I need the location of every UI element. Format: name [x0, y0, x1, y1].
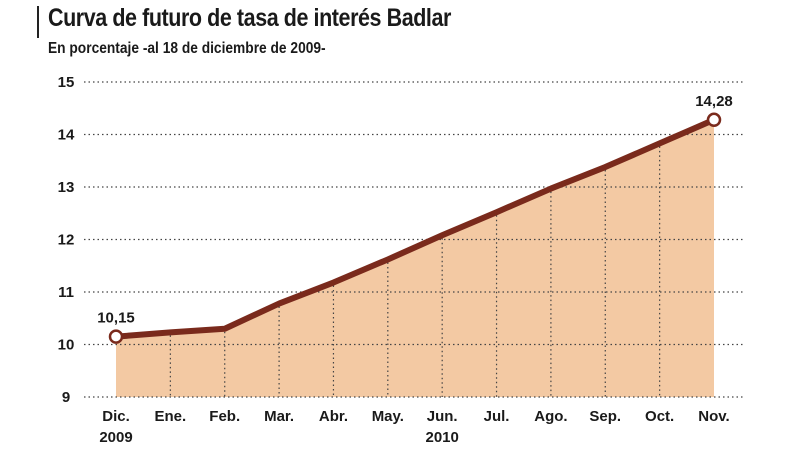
series-line — [113, 116, 717, 340]
x-tick-label: May. — [372, 408, 404, 425]
x-tick-sublabel: 2009 — [99, 429, 132, 446]
x-tick-sublabel: 2010 — [425, 429, 458, 446]
y-tick-label: 14 — [58, 127, 75, 144]
y-tick-label: 9 — [62, 389, 70, 406]
x-tick-label: Ago. — [534, 408, 567, 425]
x-tick-label: Jun. — [427, 408, 458, 425]
chart-subtitle: En porcentaje -al 18 de diciembre de 200… — [48, 40, 326, 57]
x-tick-label: Jul. — [484, 408, 510, 425]
x-tick-label: Ene. — [155, 408, 187, 425]
data-label: 14,28 — [695, 93, 733, 110]
y-tick-label: 12 — [58, 232, 75, 249]
x-tick-label: Abr. — [319, 408, 348, 425]
y-tick-label: 13 — [58, 179, 75, 196]
y-tick-label: 15 — [58, 74, 75, 91]
x-tick-label: Dic. — [102, 408, 130, 425]
data-label: 10,15 — [97, 310, 135, 327]
area-fill — [116, 119, 714, 398]
data-point — [108, 329, 124, 344]
chart-title: Curva de futuro de tasa de interés Badla… — [48, 4, 451, 32]
x-tick-label: Oct. — [645, 408, 674, 425]
x-tick-label: Sep. — [589, 408, 621, 425]
title-accent-bar — [37, 6, 39, 38]
x-tick-label: Mar. — [264, 408, 294, 425]
y-tick-label: 11 — [58, 284, 74, 301]
y-tick-label: 10 — [58, 337, 75, 354]
x-tick-label: Feb. — [209, 408, 240, 425]
data-point — [706, 112, 722, 128]
x-tick-label: Nov. — [698, 408, 729, 425]
